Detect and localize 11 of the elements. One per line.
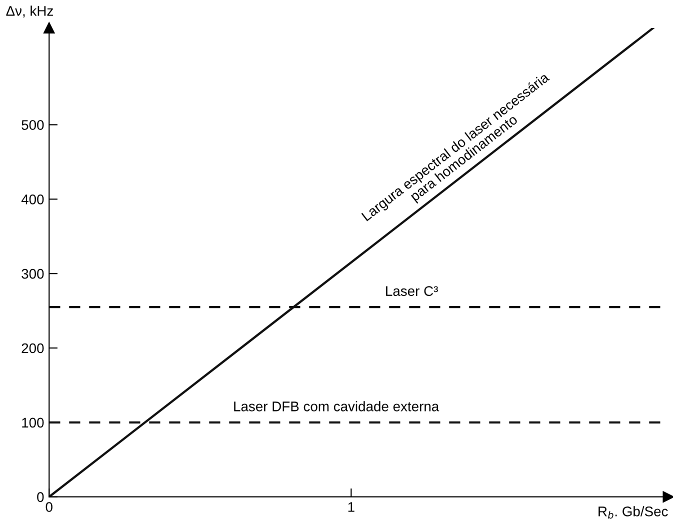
x-axis-title: R$_{b}$. Gb/Sec [598, 506, 668, 519]
annotation: Laser C³ [386, 286, 438, 296]
y-tick-label: 0 [37, 492, 44, 502]
y-tick-label: 300 [22, 268, 44, 279]
y-axis-title: Δν, kHz [6, 6, 53, 18]
y-tick-label: 500 [22, 120, 44, 130]
y-tick-label: 100 [22, 418, 44, 428]
annotation: Laser DFB com cavidade externa [234, 401, 440, 412]
y-tick-label: 400 [21, 194, 44, 204]
y-tick-label: 200 [22, 343, 44, 354]
x-tick-label: 1 [348, 502, 354, 512]
